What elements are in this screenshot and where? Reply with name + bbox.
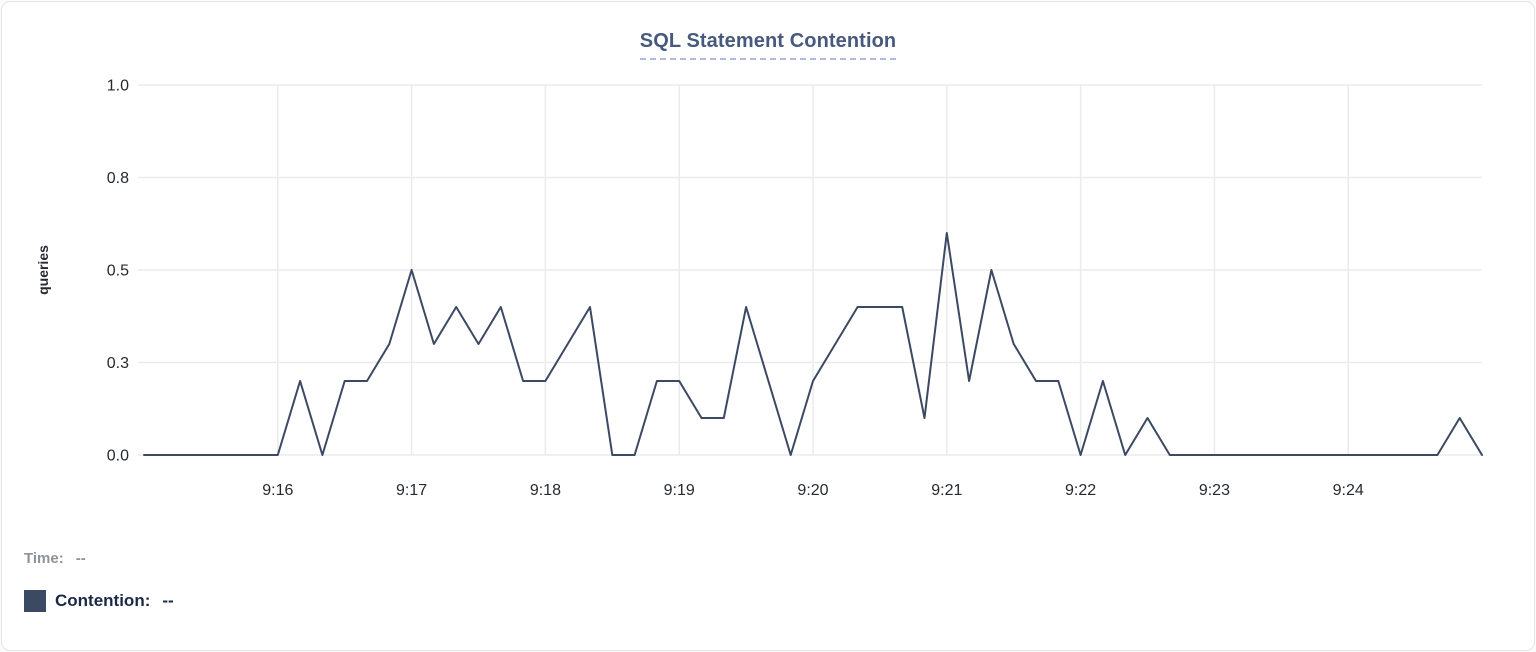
- time-value: --: [75, 549, 86, 567]
- time-label: Time:: [24, 549, 64, 567]
- x-tick-label: 9:17: [396, 482, 427, 499]
- x-tick-label: 9:24: [1333, 482, 1364, 499]
- contention-line: [143, 232, 1483, 456]
- x-tick-label: 9:20: [797, 482, 828, 499]
- legend-contention-row: Contention: --: [24, 588, 174, 614]
- x-tick-label: 9:23: [1199, 482, 1230, 499]
- chart-legend: Time: -- Contention: --: [24, 545, 174, 614]
- plot-area[interactable]: 0.0 0.3 0.5 0.8 1.0 9:16 9:17 9:18 9:19 9:20 9:21 9…: [2, 62, 1535, 512]
- y-tick-label: 0.8: [107, 170, 129, 187]
- contention-value: --: [162, 591, 174, 610]
- legend-time-row: Time: --: [24, 545, 174, 571]
- contention-label: Contention:: [55, 591, 151, 610]
- x-tick-label: 9:16: [262, 482, 293, 499]
- contention-series-swatch: [24, 590, 46, 612]
- y-tick-label: 1.0: [107, 78, 129, 95]
- x-tick-label: 9:22: [1065, 482, 1096, 499]
- x-tick-label: 9:18: [530, 482, 561, 499]
- x-tick-label: 9:19: [664, 482, 695, 499]
- x-tick-label: 9:21: [931, 482, 962, 499]
- y-tick-label: 0.0: [107, 448, 129, 465]
- y-tick-label: 0.3: [107, 355, 129, 372]
- chart-title[interactable]: SQL Statement Contention: [639, 30, 897, 60]
- chart-header: SQL Statement Contention: [2, 30, 1534, 60]
- contention-chart[interactable]: 0.0 0.3 0.5 0.8 1.0 9:16 9:17 9:18 9:19 9:20 9:21 9…: [2, 62, 1535, 512]
- y-tick-label: 0.5: [107, 263, 129, 280]
- y-axis-label-queries: queries: [35, 245, 51, 295]
